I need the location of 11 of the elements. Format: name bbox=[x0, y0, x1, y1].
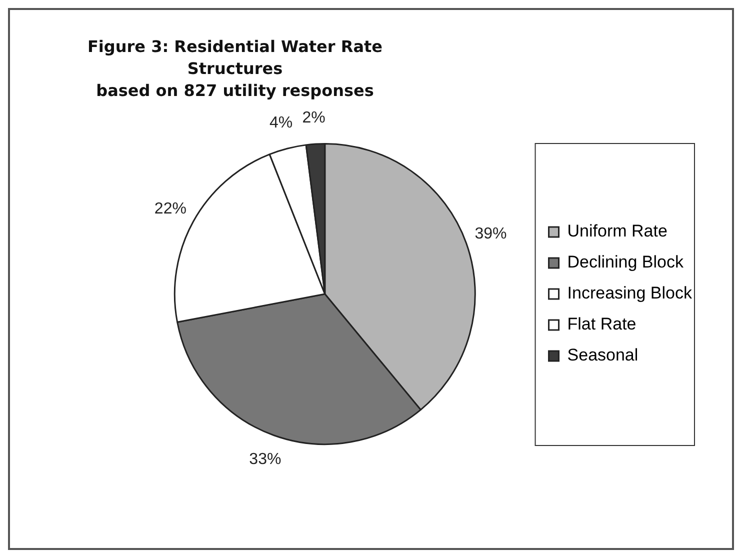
legend-label: Seasonal bbox=[567, 346, 638, 365]
data-label: 33% bbox=[249, 451, 282, 468]
chart-subtitle: based on 827 utility responses bbox=[95, 80, 375, 102]
legend-label: Increasing Block bbox=[567, 284, 692, 303]
legend-label: Flat Rate bbox=[567, 314, 636, 334]
data-label: 39% bbox=[474, 226, 507, 243]
legend-label: Uniform Rate bbox=[567, 222, 668, 241]
data-label: 4% bbox=[269, 114, 293, 132]
data-label: 2% bbox=[302, 110, 326, 127]
legend-label: Declining Block bbox=[567, 252, 684, 272]
data-label: 22% bbox=[154, 200, 186, 218]
